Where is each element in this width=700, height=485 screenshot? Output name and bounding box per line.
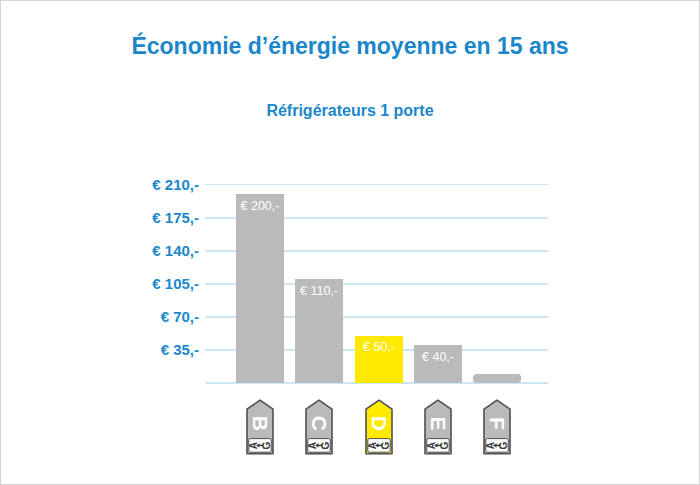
svg-text:G: G bbox=[498, 441, 509, 449]
energy-tag-icon-C: C A G bbox=[304, 399, 334, 455]
svg-text:G: G bbox=[261, 441, 272, 449]
svg-text:G: G bbox=[380, 441, 391, 449]
bar-D: € 50,- bbox=[355, 336, 403, 383]
y-axis-label: € 70,- bbox=[79, 307, 199, 327]
bar-value-label: € 50,- bbox=[355, 336, 403, 355]
bar-value-label: € 200,- bbox=[236, 194, 284, 213]
svg-text:B: B bbox=[249, 416, 272, 431]
svg-text:C: C bbox=[308, 416, 331, 431]
svg-text:D: D bbox=[368, 416, 391, 431]
bar-F bbox=[473, 374, 521, 383]
chart-title: Économie d’énergie moyenne en 15 ans bbox=[1, 33, 699, 60]
bar-B: € 200,- bbox=[236, 194, 284, 383]
y-axis-label: € 140,- bbox=[79, 241, 199, 261]
svg-text:E: E bbox=[427, 416, 450, 430]
bar-value-label: € 40,- bbox=[414, 345, 462, 364]
chart-subtitle: Réfrigérateurs 1 porte bbox=[1, 102, 699, 120]
svg-text:G: G bbox=[320, 441, 331, 449]
energy-tag-icon-D: D A G bbox=[364, 399, 394, 455]
y-axis-label: € 210,- bbox=[79, 175, 199, 195]
energy-tag-icon-B: B A G bbox=[245, 399, 275, 455]
bar-value-label: € 110,- bbox=[295, 279, 343, 298]
bar-E: € 40,- bbox=[414, 345, 462, 383]
gridline bbox=[205, 184, 548, 186]
bar-C: € 110,- bbox=[295, 279, 343, 383]
energy-tag-icon-E: E A G bbox=[423, 399, 453, 455]
y-axis-label: € 35,- bbox=[79, 340, 199, 360]
page: Économie d’énergie moyenne en 15 ans Réf… bbox=[0, 0, 700, 485]
svg-text:F: F bbox=[486, 417, 509, 430]
svg-text:G: G bbox=[439, 441, 450, 449]
energy-tag-icon-F: F A G bbox=[482, 399, 512, 455]
y-axis-label: € 105,- bbox=[79, 274, 199, 294]
y-axis-label: € 175,- bbox=[79, 208, 199, 228]
